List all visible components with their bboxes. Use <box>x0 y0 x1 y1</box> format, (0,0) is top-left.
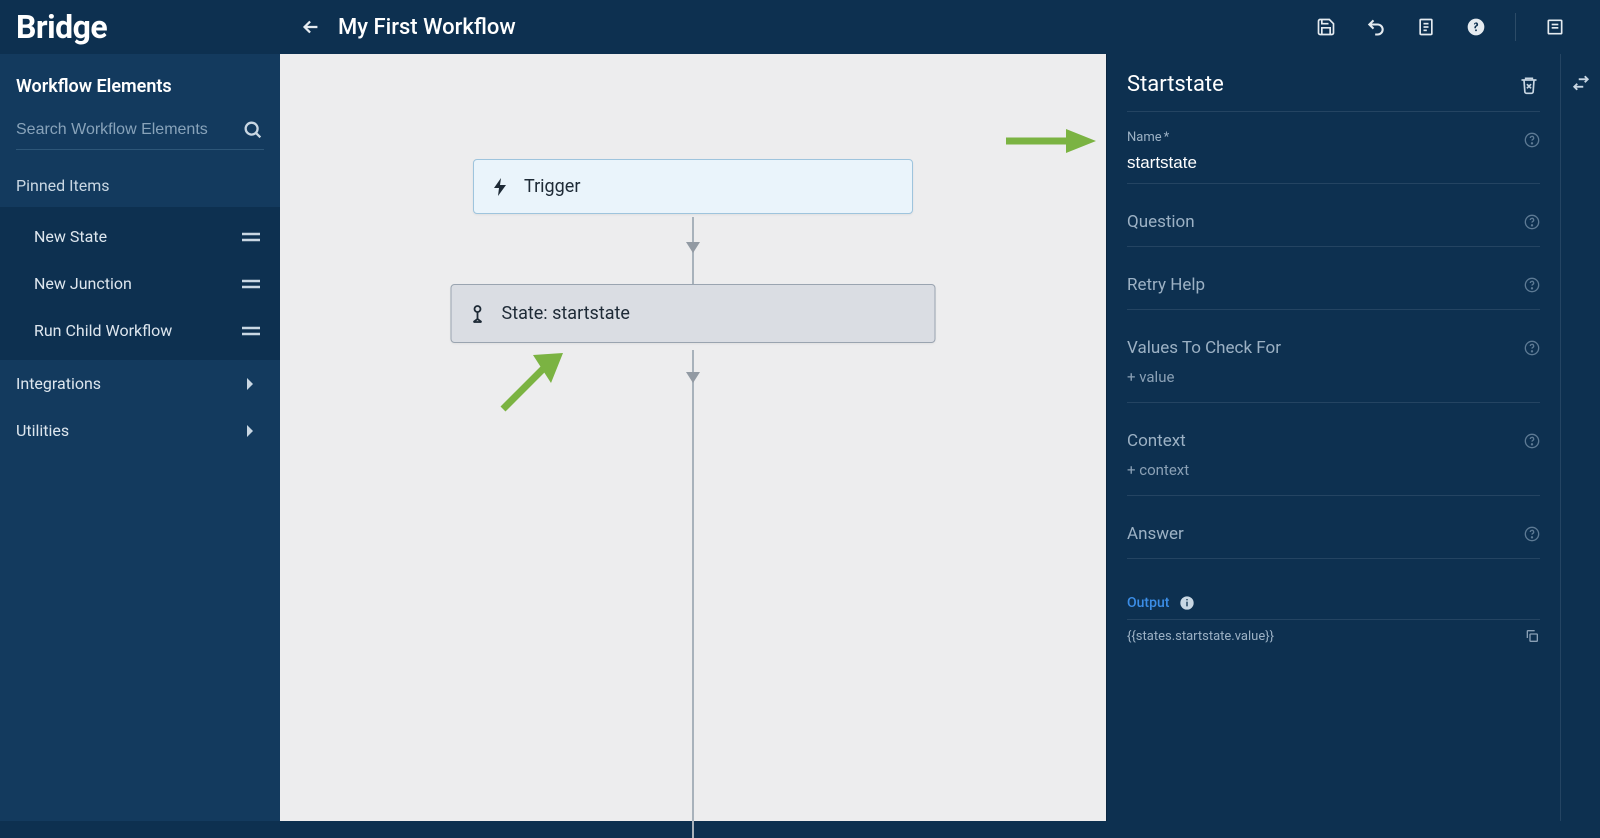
drag-handle-icon[interactable] <box>242 275 260 293</box>
pinned-item-run-child-workflow[interactable]: Run Child Workflow <box>0 307 280 354</box>
pinned-item-label: New State <box>34 227 107 246</box>
state-node[interactable]: State: startstate <box>451 284 936 343</box>
pinned-group: New State New Junction Run Child Workflo… <box>0 207 280 360</box>
nav-item-integrations[interactable]: Integrations <box>0 360 280 407</box>
name-label: Name <box>1127 130 1162 145</box>
nav-item-label: Integrations <box>16 374 101 393</box>
arrow-down-icon <box>686 372 700 383</box>
workflow-title-area: My First Workflow <box>280 15 516 40</box>
panel-header: Startstate <box>1127 72 1540 112</box>
name-input[interactable] <box>1127 151 1540 179</box>
delete-icon[interactable] <box>1518 74 1540 96</box>
chevron-right-icon <box>242 375 260 393</box>
annotation-arrow <box>495 347 565 417</box>
trigger-node[interactable]: Trigger <box>473 159 913 214</box>
field-values-to-check: Values To Check For + value <box>1127 338 1540 403</box>
context-label: Context <box>1127 431 1540 461</box>
sidebar-title: Workflow Elements <box>0 66 280 115</box>
help-icon[interactable] <box>1524 214 1540 230</box>
info-icon[interactable] <box>1179 595 1195 611</box>
help-icon[interactable] <box>1524 132 1540 148</box>
back-arrow-icon[interactable] <box>300 16 322 38</box>
page-title: My First Workflow <box>338 15 516 40</box>
sidebar: Workflow Elements Pinned Items New State… <box>0 54 280 821</box>
search-input[interactable] <box>16 115 242 145</box>
retry-help-label: Retry Help <box>1127 275 1540 305</box>
field-retry-help: Retry Help <box>1127 275 1540 310</box>
nav-item-label: Utilities <box>16 421 69 440</box>
copy-icon[interactable] <box>1524 628 1540 644</box>
notes-icon[interactable] <box>1415 16 1437 38</box>
pinned-item-new-state[interactable]: New State <box>0 213 280 260</box>
trigger-label: Trigger <box>524 176 580 197</box>
right-rail <box>1560 54 1600 821</box>
output-value: {{states.startstate.value}} <box>1127 629 1274 644</box>
workflow-canvas[interactable]: Trigger State: startstate <box>280 54 1106 821</box>
arrow-down-icon <box>686 242 700 253</box>
header-actions <box>1315 13 1584 41</box>
pinned-item-label: Run Child Workflow <box>34 321 172 340</box>
field-context: Context + context <box>1127 431 1540 496</box>
nav-item-utilities[interactable]: Utilities <box>0 407 280 454</box>
chevron-right-icon <box>242 422 260 440</box>
save-icon[interactable] <box>1315 16 1337 38</box>
output-value-row: {{states.startstate.value}} <box>1127 619 1540 644</box>
connector-line <box>692 350 694 838</box>
panel-title: Startstate <box>1127 72 1224 97</box>
annotation-arrow <box>1006 127 1096 155</box>
drag-handle-icon[interactable] <box>242 228 260 246</box>
question-label: Question <box>1127 212 1540 242</box>
help-icon[interactable] <box>1524 526 1540 542</box>
field-name: Name * <box>1127 130 1540 184</box>
panel-toggle-icon[interactable] <box>1544 16 1566 38</box>
pinned-section-label: Pinned Items <box>0 164 280 207</box>
field-question: Question <box>1127 212 1540 247</box>
output-label: Output <box>1127 595 1169 611</box>
properties-panel: Startstate Name * Question Retry Help <box>1106 54 1560 821</box>
add-context-button[interactable]: + context <box>1127 461 1540 491</box>
drag-handle-icon[interactable] <box>242 322 260 340</box>
add-value-button[interactable]: + value <box>1127 368 1540 398</box>
search-row <box>16 115 264 150</box>
lightning-icon <box>492 179 508 195</box>
state-icon <box>470 306 486 322</box>
help-icon[interactable] <box>1524 277 1540 293</box>
values-label: Values To Check For <box>1127 338 1540 368</box>
answer-label: Answer <box>1127 524 1540 554</box>
top-bar: Bridge My First Workflow <box>0 0 1600 54</box>
help-icon[interactable] <box>1465 16 1487 38</box>
header-divider <box>1515 13 1516 41</box>
search-icon[interactable] <box>242 119 264 141</box>
field-answer: Answer <box>1127 524 1540 559</box>
undo-icon[interactable] <box>1365 16 1387 38</box>
required-star: * <box>1164 130 1170 145</box>
state-label: State: startstate <box>502 303 630 324</box>
help-icon[interactable] <box>1524 433 1540 449</box>
pinned-item-label: New Junction <box>34 274 132 293</box>
pinned-item-new-junction[interactable]: New Junction <box>0 260 280 307</box>
swap-icon[interactable] <box>1570 72 1592 94</box>
output-header: Output <box>1127 589 1540 619</box>
app-logo: Bridge <box>0 0 280 54</box>
help-icon[interactable] <box>1524 340 1540 356</box>
